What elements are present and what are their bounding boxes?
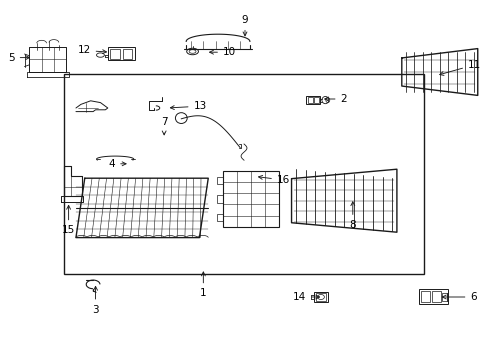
Bar (306, 96, 320, 104)
Bar (442, 293, 447, 301)
Bar (419, 289, 448, 304)
Bar (122, 49, 132, 59)
Bar (308, 97, 313, 103)
Text: 15: 15 (62, 206, 75, 235)
Bar (217, 195, 223, 202)
Text: 14: 14 (293, 292, 319, 302)
Text: 10: 10 (210, 47, 236, 57)
Bar (421, 291, 430, 302)
Text: 2: 2 (325, 94, 347, 104)
Bar (316, 293, 326, 301)
Bar (64, 74, 424, 274)
Text: 8: 8 (349, 202, 356, 230)
Text: 5: 5 (8, 53, 29, 63)
Bar (217, 177, 223, 184)
Text: 7: 7 (161, 117, 168, 135)
Bar (217, 214, 223, 221)
Text: 16: 16 (259, 175, 290, 185)
Bar (108, 47, 135, 60)
Bar (432, 291, 441, 302)
Text: 12: 12 (77, 45, 106, 55)
Text: 11: 11 (440, 60, 481, 75)
Bar (223, 171, 279, 227)
Text: 3: 3 (92, 287, 99, 315)
Text: 9: 9 (242, 15, 248, 36)
Bar (314, 292, 328, 302)
Bar (314, 97, 318, 103)
Text: 1: 1 (200, 272, 207, 298)
Text: 6: 6 (442, 292, 477, 302)
Text: 13: 13 (171, 101, 207, 111)
Text: 4: 4 (108, 159, 126, 169)
Bar (110, 49, 120, 59)
